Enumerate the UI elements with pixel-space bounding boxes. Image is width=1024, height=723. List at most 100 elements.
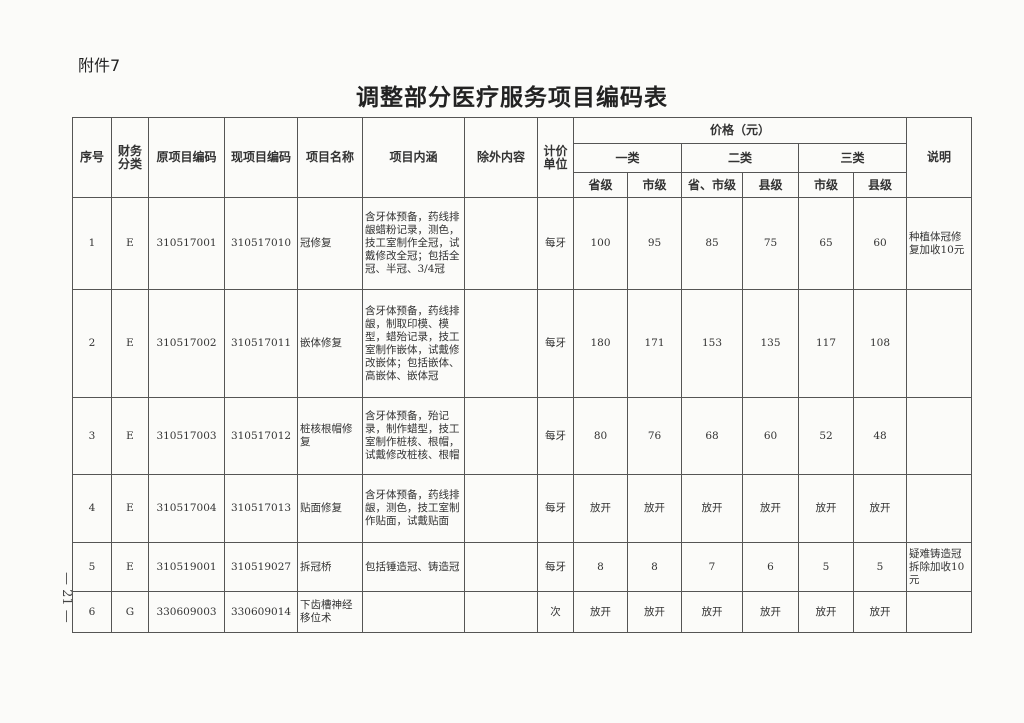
header-note: 说明 (906, 117, 972, 198)
cell-unit: 每牙 (537, 289, 574, 398)
cell-name: 嵌体修复 (297, 289, 363, 398)
cell-seq: 2 (72, 289, 112, 398)
cell-note (906, 474, 972, 543)
cell-finance: G (111, 591, 149, 633)
cell-unit: 每牙 (537, 542, 574, 592)
cell-price: 135 (742, 289, 799, 398)
page-number: — 21 — (59, 571, 74, 623)
cell-new-code: 330609014 (224, 591, 298, 633)
cell-seq: 4 (72, 474, 112, 543)
cell-new-code: 310517011 (224, 289, 298, 398)
cell-price: 60 (853, 197, 907, 290)
cell-price: 180 (573, 289, 628, 398)
cell-old-code: 310517002 (148, 289, 225, 398)
header-sub: 市级 (798, 172, 854, 198)
cell-price: 放开 (853, 591, 907, 633)
cell-price: 171 (627, 289, 682, 398)
cell-price: 68 (681, 397, 743, 475)
cell-excluded (464, 289, 538, 398)
cell-new-code: 310517012 (224, 397, 298, 475)
cell-unit: 每牙 (537, 474, 574, 543)
cell-price: 8 (573, 542, 628, 592)
cell-unit: 每牙 (537, 397, 574, 475)
cell-name: 拆冠桥 (297, 542, 363, 592)
cell-price: 65 (798, 197, 854, 290)
cell-note (906, 397, 972, 475)
header-unit: 计价单位 (537, 117, 574, 198)
cell-content: 含牙体预备，药线排龈，制取印模、模型，蜡殆记录，技工室制作嵌体，试戴修改嵌体；包… (362, 289, 465, 398)
cell-name: 冠修复 (297, 197, 363, 290)
cell-price: 100 (573, 197, 628, 290)
table-row: 6 G 330609003 330609014 下齿槽神经移位术次放开 放开 放开 放开 放开放… (72, 591, 972, 633)
cell-name: 桩核根帽修复 (297, 397, 363, 475)
cell-price: 放开 (798, 591, 854, 633)
cell-price: 放开 (627, 591, 682, 633)
header-excluded: 除外内容 (464, 117, 538, 198)
header-sub: 市级 (627, 172, 682, 198)
header-old-code: 原项目编码 (148, 117, 225, 198)
cell-finance: E (111, 289, 149, 398)
cell-name: 下齿槽神经移位术 (297, 591, 363, 633)
cell-price: 放开 (798, 474, 854, 543)
cell-content: 含牙体预备，殆记录，制作蜡型，技工室制作桩核、根帽，试戴修改桩核、根帽 (362, 397, 465, 475)
header-finance: 财务分类 (111, 117, 149, 198)
cell-new-code: 310519027 (224, 542, 298, 592)
cell-old-code: 330609003 (148, 591, 225, 633)
cell-price: 放开 (681, 474, 743, 543)
cell-finance: E (111, 474, 149, 543)
cell-price: 放开 (681, 591, 743, 633)
cell-old-code: 310517004 (148, 474, 225, 543)
cell-price: 153 (681, 289, 743, 398)
cell-price: 放开 (742, 474, 799, 543)
cell-unit: 每牙 (537, 197, 574, 290)
cell-content: 含牙体预备，药线排龈蜡粉记录，测色，技工室制作全冠，试戴修改全冠；包括全冠、半冠… (362, 197, 465, 290)
cell-seq: 6 (72, 591, 112, 633)
cell-price: 放开 (742, 591, 799, 633)
table-row: 4 E 310517004 310517013 贴面修复 含牙体预备，药线排龈，测色，技工… (72, 474, 972, 543)
header-class3: 三类 (798, 143, 907, 173)
cell-price: 8 (627, 542, 682, 592)
cell-seq: 5 (72, 542, 112, 592)
cell-note: 疑难铸造冠拆除加收10元 (906, 542, 972, 592)
header-price: 价格（元） (573, 117, 907, 144)
cell-excluded (464, 397, 538, 475)
cell-price: 7 (681, 542, 743, 592)
cell-finance: E (111, 397, 149, 475)
cell-excluded (464, 474, 538, 543)
cell-content: 包括锤造冠、铸造冠 (362, 542, 465, 592)
cell-price: 48 (853, 397, 907, 475)
header-class2: 二类 (681, 143, 799, 173)
attachment-label: 附件7 (78, 56, 121, 75)
table-row: 5 E 310519001 310519027 拆冠桥 包括锤造冠、铸造冠 每牙 8 8 7 6 5 5… (72, 542, 972, 592)
header-content: 项目内涵 (362, 117, 465, 198)
cell-note (906, 591, 972, 633)
cell-excluded (464, 591, 538, 633)
table-row: 2 E 310517002 310517011 嵌体修复 含牙体预备，药线排龈，制取印模、… (72, 289, 972, 398)
cell-price: 117 (798, 289, 854, 398)
cell-price: 放开 (627, 474, 682, 543)
cell-price: 85 (681, 197, 743, 290)
cell-finance: E (111, 197, 149, 290)
cell-price: 108 (853, 289, 907, 398)
cell-unit: 次 (537, 591, 574, 633)
cell-price: 95 (627, 197, 682, 290)
cell-price: 52 (798, 397, 854, 475)
cell-price: 5 (853, 542, 907, 592)
table-row: 1 E 310517001 310517010 冠修复 含牙体预备，药线排龈蜡粉记录，测色… (72, 197, 972, 290)
cell-content (362, 591, 465, 633)
cell-seq: 3 (72, 397, 112, 475)
cell-old-code: 310517003 (148, 397, 225, 475)
cell-price: 60 (742, 397, 799, 475)
cell-name: 贴面修复 (297, 474, 363, 543)
cell-price: 放开 (853, 474, 907, 543)
header-sub: 省级 (573, 172, 628, 198)
cell-price: 6 (742, 542, 799, 592)
cell-excluded (464, 197, 538, 290)
header-seq: 序号 (72, 117, 112, 198)
header-sub: 省、市级 (681, 172, 743, 198)
cell-new-code: 310517010 (224, 197, 298, 290)
header-name: 项目名称 (297, 117, 363, 198)
cell-price: 放开 (573, 474, 628, 543)
cell-excluded (464, 542, 538, 592)
cell-price: 80 (573, 397, 628, 475)
